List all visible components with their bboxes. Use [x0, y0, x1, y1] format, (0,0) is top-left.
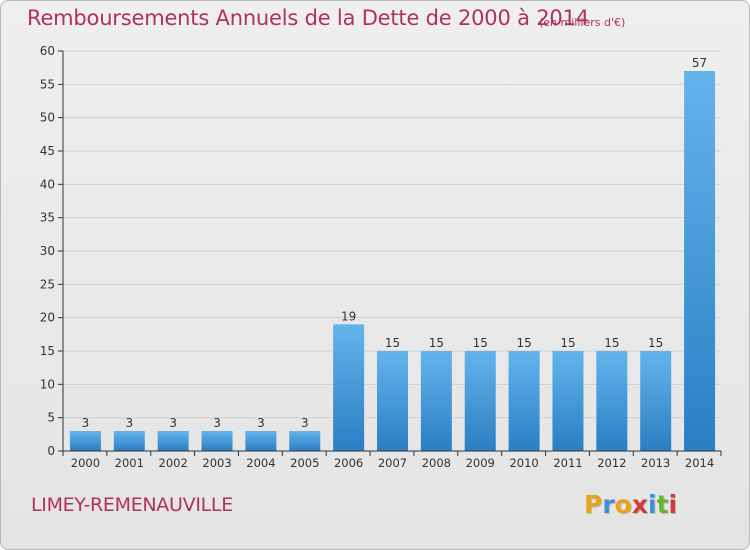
x-tick-label: 2007 [378, 456, 407, 470]
x-tick-label: 2001 [115, 456, 144, 470]
y-tick-label: 45 [40, 144, 55, 158]
bar [69, 431, 101, 451]
x-tick-label: 2014 [685, 456, 714, 470]
data-label: 15 [385, 336, 400, 350]
bar [245, 431, 277, 451]
data-label: 57 [692, 56, 707, 70]
bar [464, 351, 496, 451]
x-tick-label: 2008 [422, 456, 451, 470]
y-tick-label: 35 [40, 211, 55, 225]
y-tick-label: 5 [47, 411, 55, 425]
logo-letter: r [602, 490, 615, 519]
x-tick-label: 2004 [246, 456, 275, 470]
y-tick-label: 60 [40, 44, 55, 58]
bar [333, 324, 365, 451]
proxiti-logo[interactable]: Proxiti [584, 490, 677, 519]
data-label: 3 [125, 416, 133, 430]
bar [157, 431, 189, 451]
data-label: 15 [648, 336, 663, 350]
data-label: 19 [341, 309, 356, 323]
y-tick-label: 25 [40, 277, 55, 291]
chart-title: Remboursements Annuels de la Dette de 20… [27, 6, 589, 30]
logo-letter: t [656, 490, 669, 519]
logo-letter: i [668, 490, 678, 519]
x-tick-label: 2010 [509, 456, 538, 470]
y-tick-label: 10 [40, 377, 55, 391]
data-label: 3 [301, 416, 309, 430]
x-tick-label: 2012 [597, 456, 626, 470]
x-tick-label: 2005 [290, 456, 319, 470]
logo-letter: P [584, 490, 603, 519]
logo-letter: i [648, 490, 657, 519]
y-tick-label: 40 [40, 177, 55, 191]
data-label: 3 [82, 416, 90, 430]
axes: 0 5 10 15 20 25 30 35 40 45 50 55 60 2000 2001 2002 2003… [40, 44, 722, 470]
x-tick-label: 2009 [466, 456, 495, 470]
bar [508, 351, 540, 451]
x-tick-label: 2013 [641, 456, 670, 470]
x-tick-label: 2006 [334, 456, 363, 470]
x-tick-label: 2000 [71, 456, 100, 470]
y-tick-label: 20 [40, 311, 55, 325]
y-tick-label: 30 [40, 244, 55, 258]
chart-subtitle: (en milliers d'€) [539, 16, 626, 29]
data-label: 15 [604, 336, 619, 350]
commune-name: LIMEY-REMENAUVILLE [31, 494, 233, 516]
x-tick-label: 2011 [553, 456, 582, 470]
y-tick-label: 15 [40, 344, 55, 358]
data-label: 15 [516, 336, 531, 350]
y-tick-label: 50 [40, 111, 55, 125]
y-tick-label: 0 [47, 444, 55, 458]
data-label: 3 [213, 416, 221, 430]
bar [289, 431, 321, 451]
logo-letter: x [631, 490, 648, 519]
bar [596, 351, 628, 451]
bar [552, 351, 584, 451]
bar [420, 351, 452, 451]
data-label: 15 [429, 336, 444, 350]
data-label: 15 [560, 336, 575, 350]
data-label: 3 [257, 416, 265, 430]
bar [201, 431, 233, 451]
logo-letter: o [614, 490, 632, 519]
x-tick-label: 2002 [159, 456, 188, 470]
bar [113, 431, 145, 451]
bar [640, 351, 672, 451]
bar [377, 351, 408, 451]
data-label: 15 [473, 336, 488, 350]
x-tick-label: 2003 [202, 456, 231, 470]
y-tick-label: 55 [40, 77, 55, 91]
bars: 3 3 3 3 3 3 19 15 15 15 15 15 15 15 57 [69, 56, 716, 451]
data-label: 3 [169, 416, 177, 430]
bar [684, 71, 716, 451]
